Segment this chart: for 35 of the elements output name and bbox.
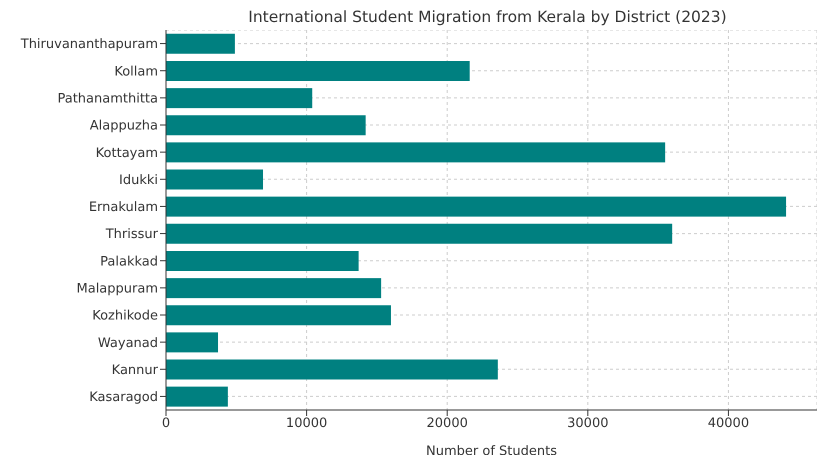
y-tick-label: Wayanad <box>98 336 158 351</box>
bar <box>166 305 391 326</box>
y-tick-label: Kozhikode <box>92 308 158 324</box>
x-tick-label: 0 <box>162 416 170 432</box>
bar <box>166 34 235 54</box>
bar <box>166 224 672 244</box>
x-tick-label: 40000 <box>708 416 750 432</box>
x-tick-label: 30000 <box>567 416 608 432</box>
x-tick-label: 10000 <box>286 416 328 432</box>
y-tick-label: Kasaragod <box>89 390 158 406</box>
bar <box>166 60 470 81</box>
bar <box>166 332 218 352</box>
bar <box>166 115 366 136</box>
y-tick-label: Kannur <box>112 362 159 378</box>
y-tick-label: Kollam <box>114 64 158 80</box>
chart-title: International Student Migration from Kerala by District (2023) <box>247 8 728 28</box>
y-tick-label: Malappuram <box>76 281 158 296</box>
bar <box>166 386 228 407</box>
bar <box>166 196 786 217</box>
y-tick-label: Alappuzha <box>90 118 158 134</box>
bar <box>166 170 264 190</box>
bar <box>166 360 498 380</box>
y-tick-label: Pathanamthitta <box>57 91 158 106</box>
y-tick-label: Kottayam <box>96 146 158 161</box>
y-tick-label: Idukki <box>119 172 158 188</box>
y-tick-label: Thrissur <box>104 227 159 242</box>
bar <box>166 88 312 108</box>
y-tick-label: Thiruvananthapuram <box>20 37 158 52</box>
x-axis-title: Number of Students <box>426 444 558 455</box>
bar <box>166 250 359 271</box>
bar <box>166 142 666 162</box>
x-tick-label: 20000 <box>426 416 468 432</box>
y-tick-label: Palakkad <box>100 254 158 270</box>
y-tick-label: Ernakulam <box>88 200 158 216</box>
bar <box>166 278 382 298</box>
